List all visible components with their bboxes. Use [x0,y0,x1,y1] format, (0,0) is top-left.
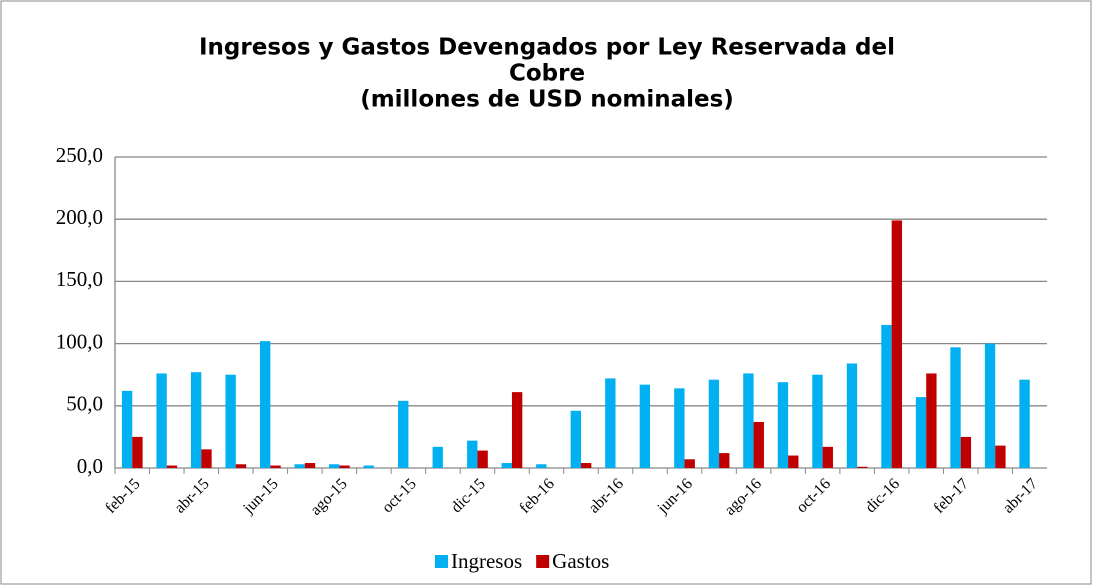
bar [156,373,167,468]
bar [304,463,316,468]
bar [926,373,937,468]
bar [1019,379,1030,468]
legend-label: Gastos [552,549,609,573]
chart-title: (millones de USD nominales) [360,87,734,113]
bar [235,464,247,468]
bar [743,373,754,468]
bar [477,450,488,468]
y-tick-label: 200,0 [56,205,103,229]
bar [432,446,443,468]
legend-swatch [536,555,550,568]
bar [822,446,833,468]
bar [753,421,764,468]
bar [294,464,305,468]
bar [719,453,730,468]
bar [995,445,1006,468]
bar [960,436,972,468]
bar [201,449,212,468]
y-tick-label: 150,0 [56,267,103,291]
bar [846,363,858,468]
chart-title: Cobre [509,61,585,87]
bar [605,378,616,468]
bar [121,390,133,468]
bar [363,465,374,468]
bar [511,392,523,468]
bar [570,410,581,468]
bar [950,347,961,468]
y-tick-label: 50,0 [66,392,103,416]
bar [788,455,799,468]
y-tick-label: 250,0 [56,143,103,167]
bar [259,341,271,468]
bar [501,463,512,468]
legend-label: Ingresos [451,549,522,573]
bar [329,464,340,468]
legend-swatch [435,555,448,568]
bar [166,465,178,468]
y-tick-label: 0,0 [77,454,103,478]
bar [581,463,592,468]
bar [639,384,651,468]
bar [674,388,685,468]
bar [270,465,281,468]
bar [536,464,547,468]
bar [881,324,892,468]
bar [467,440,478,468]
bar [857,466,868,468]
bar [708,379,720,468]
bar [225,374,236,468]
y-tick-label: 100,0 [56,329,103,353]
bar [812,374,823,468]
bar [339,465,350,468]
bar [684,459,695,468]
bar [190,372,202,468]
bar [984,343,996,468]
bar [891,220,903,468]
bar [132,436,143,468]
bar [915,397,927,468]
bar [777,382,789,468]
bar [398,400,409,468]
chart-title: Ingresos y Gastos Devengados por Ley Res… [199,35,895,61]
